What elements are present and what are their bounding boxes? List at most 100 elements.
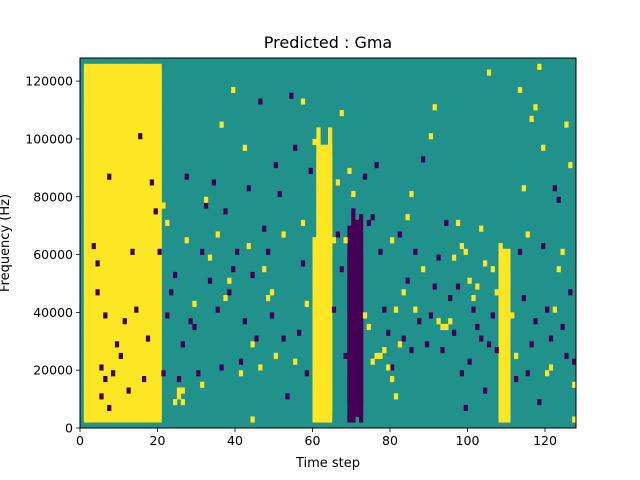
heatmap-cell-high [111,225,116,232]
heatmap-cell-high [114,254,120,261]
heatmap-cell-high [134,237,139,244]
heatmap-cell-high [91,190,96,198]
heatmap-cell-low [351,266,356,273]
heatmap-cell-high [122,335,127,342]
heatmap-cell-low [432,283,437,290]
heatmap-cell-low [355,410,360,417]
heatmap-cell-low [347,341,352,348]
heatmap-cell-high [83,266,89,273]
heatmap-cell-high [324,410,329,417]
heatmap-cell-high [118,121,123,128]
heatmap-cell-high [145,167,151,174]
heatmap-cell-high [506,399,511,406]
heatmap-cell-high [138,329,143,336]
heatmap-cell-high [537,63,542,70]
heatmap-cell-high [114,202,120,209]
heatmap-cell-high [114,208,120,215]
heatmap-cell-high [130,283,135,290]
heatmap-cell-high [316,410,321,417]
heatmap-cell-high [506,370,511,377]
heatmap-cell-high [157,260,162,267]
heatmap-cell-high [324,243,329,250]
heatmap-cell-high [107,381,112,388]
heatmap-cell-high [111,289,116,296]
heatmap-cell-high [138,104,143,111]
heatmap-cell-high [91,225,96,232]
heatmap-cell-low [455,283,461,290]
heatmap-cell-high [83,370,89,377]
heatmap-cell-high [157,404,162,412]
heatmap-cell-high [153,190,158,198]
heatmap-cell-high [320,306,325,313]
heatmap-cell-high [138,254,143,261]
heatmap-cell-high [107,225,112,232]
heatmap-cell-high [324,260,329,267]
heatmap-cell-high [87,144,92,151]
heatmap-cell-low [351,231,356,238]
heatmap-cell-high [111,219,116,227]
heatmap-cell-high [114,329,120,336]
heatmap-cell-high [111,133,116,140]
heatmap-cell-high [498,370,503,377]
heatmap-cell-high [157,237,162,244]
heatmap-cell-low [355,289,360,296]
heatmap-cell-high [316,323,321,331]
heatmap-cell-high [99,138,104,146]
heatmap-cell-high [149,358,154,365]
heatmap-cell-low [355,283,360,290]
heatmap-cell-high [138,323,143,331]
heatmap-cell-high [95,185,100,192]
heatmap-cell-high [149,219,154,227]
heatmap-cell-high [138,167,143,174]
heatmap-cell-high [157,133,162,140]
heatmap-cell-high [118,370,123,377]
y-tick-label: 120000 [25,74,73,89]
heatmap-cell-low [444,219,449,227]
heatmap-cell-high [118,416,123,423]
heatmap-cell-high [111,243,116,250]
heatmap-cell-low [347,364,352,371]
heatmap-cell-high [103,381,108,388]
heatmap-cell-high [455,219,461,227]
heatmap-cell-high [452,254,457,261]
heatmap-cell-high [142,329,147,336]
heatmap-cell-high [91,173,96,180]
heatmap-cell-high [95,254,100,261]
heatmap-cell-high [126,173,131,180]
heatmap-cell-low [250,271,255,279]
heatmap-cell-high [87,127,92,134]
heatmap-cell-high [103,231,108,238]
heatmap-cell-high [347,167,352,174]
heatmap-cell-high [91,115,96,122]
heatmap-cell-high [149,289,154,296]
heatmap-cell-high [111,156,116,163]
heatmap-cell-high [83,86,89,94]
heatmap-cell-high [87,399,92,406]
heatmap-cell-high [324,416,329,423]
heatmap-cell-high [312,381,317,388]
heatmap-cell-high [149,387,154,394]
heatmap-cell-high [149,63,154,70]
heatmap-cell-high [157,375,162,383]
heatmap-cell-high [142,92,147,99]
heatmap-cell-high [118,271,123,279]
heatmap-cell-high [130,190,135,198]
heatmap-cell-high [324,370,329,377]
heatmap-cell-high [118,381,123,388]
heatmap-cell-high [83,231,89,238]
heatmap-cell-high [114,104,120,111]
heatmap-cell-high [111,341,116,348]
heatmap-cell-high [118,225,123,232]
heatmap-cell-low [258,98,263,105]
heatmap-cell-high [111,300,116,307]
heatmap-cell-high [126,202,131,209]
heatmap-cell-high [262,266,267,273]
heatmap-cell-low [564,352,569,359]
heatmap-cell-low [95,260,100,267]
heatmap-cell-low [359,277,364,284]
heatmap-cell-high [118,335,123,342]
heatmap-cell-low [471,306,476,313]
heatmap-cell-high [498,283,503,290]
heatmap-cell-high [118,162,123,169]
heatmap-cell-high [95,271,100,279]
